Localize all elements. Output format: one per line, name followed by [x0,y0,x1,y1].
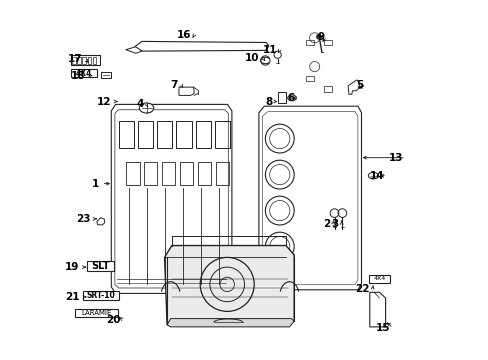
Text: 5: 5 [355,80,363,90]
Text: 11: 11 [262,45,276,55]
Bar [77,57,81,64]
Text: 2: 2 [322,219,329,229]
Polygon shape [369,292,385,327]
Text: 9: 9 [317,32,324,42]
Bar [195,121,210,148]
Bar [305,76,313,81]
Bar [75,309,118,317]
Text: SLT: SLT [91,261,109,271]
Text: 15: 15 [375,323,389,333]
Ellipse shape [367,172,378,179]
Polygon shape [164,246,294,325]
Bar [176,121,191,148]
Bar [197,162,211,185]
Bar [323,40,331,45]
Text: 13: 13 [387,153,402,163]
Bar [157,121,172,148]
Text: 17: 17 [68,54,82,64]
Bar [179,162,193,185]
Text: 3: 3 [331,219,338,229]
Bar [143,162,157,185]
Text: 10: 10 [244,53,259,63]
Polygon shape [97,218,104,225]
Bar [87,57,91,64]
Polygon shape [179,87,194,95]
Text: 14: 14 [369,171,384,181]
Bar [71,69,97,77]
Polygon shape [111,104,231,293]
Bar [72,57,76,64]
Polygon shape [262,112,357,284]
Text: 4X4: 4X4 [373,276,385,281]
Bar [138,121,153,148]
Text: 4X4: 4X4 [76,69,92,78]
Bar [119,121,134,148]
Text: 22: 22 [355,284,369,294]
Bar [83,291,119,300]
Polygon shape [167,319,294,327]
Polygon shape [258,106,361,290]
Text: 20: 20 [105,315,120,325]
Text: 19: 19 [65,262,80,272]
Bar [323,86,331,92]
Bar [71,55,101,65]
Bar [87,261,114,271]
Text: SRT-10: SRT-10 [87,291,115,300]
Text: 4: 4 [136,99,143,109]
Bar [92,57,96,64]
Bar [82,57,86,64]
Text: 8: 8 [265,96,272,107]
Bar [214,121,229,148]
Bar [126,162,140,185]
Text: LARAMIE: LARAMIE [81,310,111,316]
Text: 7: 7 [170,80,178,90]
Bar [368,275,389,283]
Polygon shape [347,80,359,94]
Text: 12: 12 [97,96,111,107]
Bar [101,72,111,78]
Polygon shape [115,110,228,288]
Polygon shape [125,47,142,53]
Text: 21: 21 [65,292,80,302]
Ellipse shape [139,103,153,113]
Text: 16: 16 [176,30,191,40]
Text: 6: 6 [286,93,294,103]
Text: 18: 18 [71,71,85,81]
Polygon shape [134,41,268,51]
Bar [278,92,285,103]
Bar [162,162,175,185]
Text: 23: 23 [76,214,90,224]
Bar [305,40,313,45]
Ellipse shape [287,95,296,101]
Bar [215,162,229,185]
Circle shape [316,34,321,39]
Text: 1: 1 [91,179,99,189]
